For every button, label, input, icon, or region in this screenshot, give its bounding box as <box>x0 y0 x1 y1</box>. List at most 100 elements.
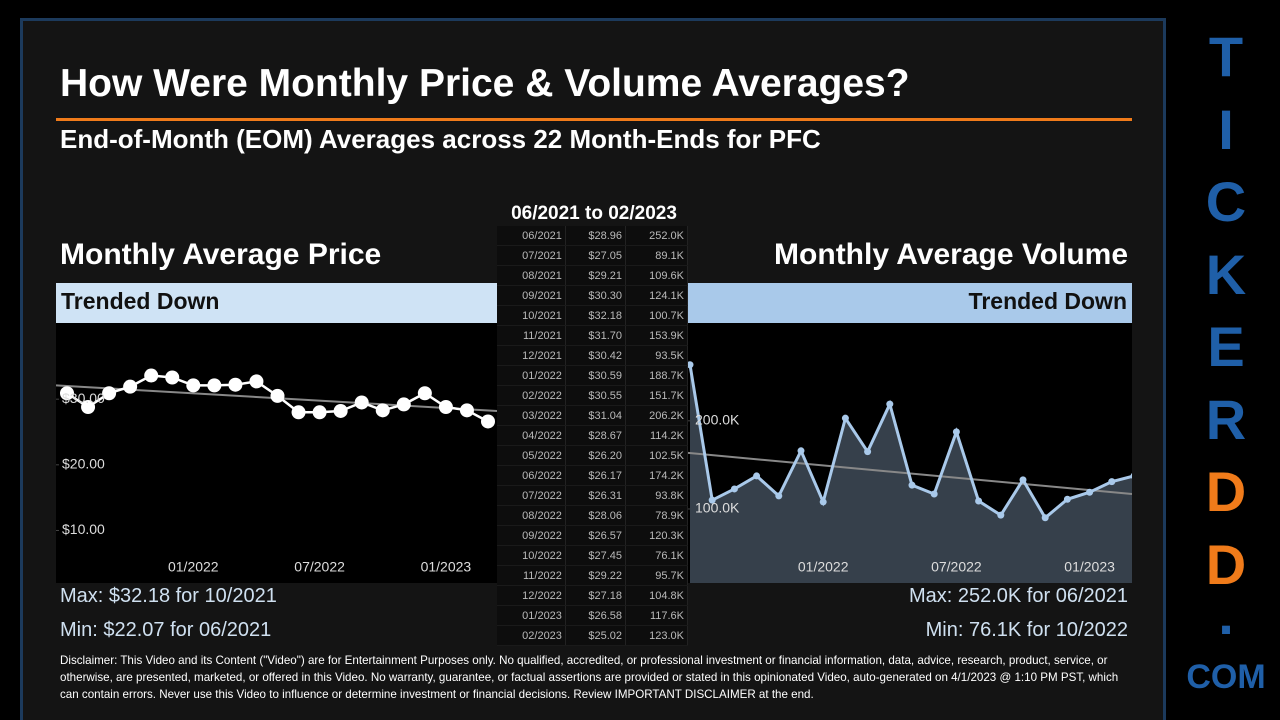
point <box>1086 488 1094 496</box>
point <box>797 447 805 455</box>
table-cell: 100.7K <box>625 305 688 326</box>
brand: T I C K E R D D. COM <box>1180 25 1272 718</box>
brand-letter: COM <box>1186 658 1266 696</box>
point <box>1108 478 1116 486</box>
point <box>1019 476 1027 484</box>
point <box>841 414 849 422</box>
table-cell: $25.02 <box>565 625 627 646</box>
point <box>249 374 264 389</box>
table-row: 07/2022 $26.31 93.8K <box>497 485 688 506</box>
min-label: Min: $22.07 for 06/2021 <box>60 619 272 641</box>
table-cell: 10/2022 <box>497 545 566 566</box>
table-cell: $29.21 <box>565 265 627 286</box>
point <box>708 496 716 504</box>
y-tick-label: $30.00 <box>62 390 105 406</box>
table-row: 06/2022 $26.17 174.2K <box>497 465 688 486</box>
point <box>354 395 369 410</box>
table-cell: 06/2021 <box>497 226 566 246</box>
trend-banner: Trended Down <box>56 283 497 323</box>
brand-letter: I <box>1218 97 1234 161</box>
brand-letter: K <box>1205 242 1247 306</box>
chart-title: Monthly Average Price <box>60 238 382 271</box>
table-cell: 08/2022 <box>497 505 566 526</box>
table-row: 02/2022 $30.55 151.7K <box>497 385 688 406</box>
point <box>459 403 474 418</box>
subtitle: End-of-Month (EOM) Averages across 22 Mo… <box>60 124 821 154</box>
table-cell: $28.67 <box>565 425 627 446</box>
table-cell: $31.04 <box>565 405 627 426</box>
point <box>144 368 159 383</box>
y-tick-label: $10.00 <box>62 521 105 537</box>
title-rule <box>56 118 1132 121</box>
point <box>775 492 783 500</box>
table-cell: $29.22 <box>565 565 627 586</box>
point <box>60 386 74 401</box>
table-cell: 11/2021 <box>497 325 566 346</box>
table-cell: $27.18 <box>565 585 627 606</box>
point <box>481 414 495 429</box>
x-tick-label: 01/2023 <box>421 559 472 575</box>
y-tick-label: 200.0K <box>695 412 740 428</box>
table-cell: 102.5K <box>625 445 688 466</box>
point <box>270 388 285 403</box>
table-cell: $26.31 <box>565 485 627 506</box>
table-cell: $31.70 <box>565 325 627 346</box>
x-tick-label: 01/2022 <box>798 559 849 575</box>
table-cell: 89.1K <box>625 245 688 266</box>
trend-banner: Trended Down <box>688 283 1132 323</box>
point <box>207 378 222 393</box>
table-cell: 07/2022 <box>497 485 566 506</box>
table-cell: 10/2021 <box>497 305 566 326</box>
table-cell: 174.2K <box>625 465 688 486</box>
brand-letter: D <box>1205 532 1247 596</box>
table-row: 10/2022 $27.45 76.1K <box>497 545 688 566</box>
point <box>291 405 306 420</box>
table-row: 06/2021 $28.96 252.0K <box>497 226 688 246</box>
brand-letter: T <box>1208 25 1244 88</box>
point <box>312 405 327 420</box>
brand-letter: D <box>1205 460 1247 523</box>
table-cell: 120.3K <box>625 525 688 546</box>
point <box>997 511 1005 519</box>
data-table: 06/2021 $28.96 252.0K 07/2021 $27.05 89.1K 08/… <box>497 226 688 646</box>
table-cell: 05/2022 <box>497 445 566 466</box>
table-cell: 07/2021 <box>497 245 566 266</box>
point <box>417 386 432 401</box>
brand-letter: R <box>1205 387 1247 451</box>
x-tick-label: 07/2022 <box>294 559 345 575</box>
table-cell: 117.6K <box>625 605 688 626</box>
point <box>102 386 117 401</box>
table-cell: 93.5K <box>625 345 688 366</box>
table-cell: $28.96 <box>565 226 627 246</box>
table-row: 08/2022 $28.06 78.9K <box>497 505 688 526</box>
table-cell: 151.7K <box>625 385 688 406</box>
x-tick-label: 01/2023 <box>1064 559 1115 575</box>
table-cell: 11/2022 <box>497 565 566 586</box>
point <box>730 485 738 493</box>
table-row: 01/2023 $26.58 117.6K <box>497 605 688 626</box>
point <box>228 377 243 392</box>
point <box>975 497 983 505</box>
table-cell: 206.2K <box>625 405 688 426</box>
point <box>688 361 694 369</box>
table-cell: 153.9K <box>625 325 688 346</box>
table-row: 12/2021 $30.42 93.5K <box>497 345 688 366</box>
plot <box>688 361 1132 583</box>
table-cell: 08/2021 <box>497 265 566 286</box>
point <box>1130 473 1132 479</box>
table-cell: $26.57 <box>565 525 627 546</box>
table-cell: $28.06 <box>565 505 627 526</box>
table-row: 08/2021 $29.21 109.6K <box>497 265 688 286</box>
x-tick-label: 07/2022 <box>931 559 982 575</box>
table-cell: $30.55 <box>565 385 627 406</box>
max-label: Max: 252.0K for 06/2021 <box>908 585 1128 607</box>
table-cell: 252.0K <box>625 226 688 246</box>
table-cell: $30.30 <box>565 285 627 306</box>
table-cell: 76.1K <box>625 545 688 566</box>
table-row: 09/2021 $30.30 124.1K <box>497 285 688 306</box>
table-cell: 95.7K <box>625 565 688 586</box>
table-row: 07/2021 $27.05 89.1K <box>497 245 688 266</box>
point <box>438 400 453 415</box>
table-cell: 114.2K <box>625 425 688 446</box>
